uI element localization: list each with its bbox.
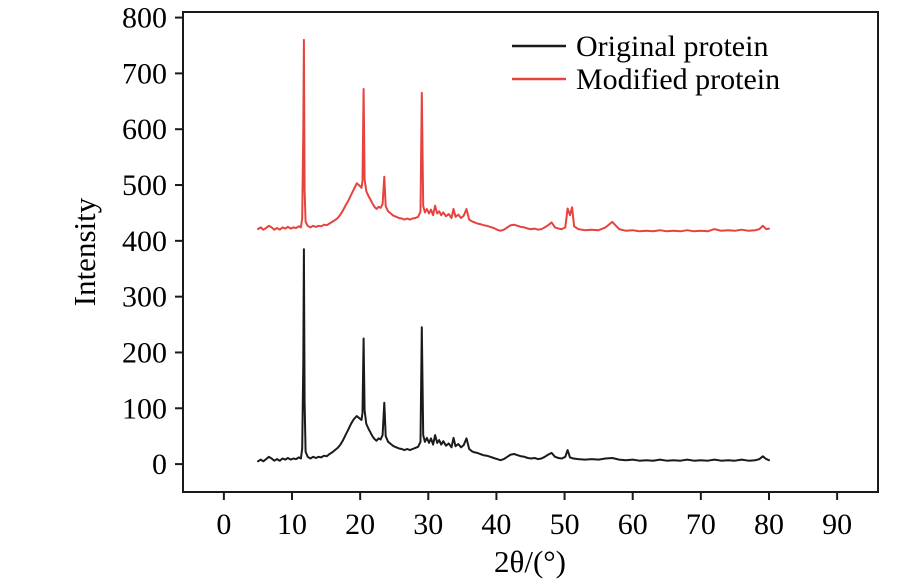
- x-tick-label: 70: [686, 508, 716, 541]
- axis-ticks: 0 10 20 30 40 50 60 70 80 90 0 100 200 300 400 500 600 70…: [122, 2, 852, 541]
- x-tick-label: 10: [277, 508, 307, 541]
- x-tick-label: 20: [345, 508, 375, 541]
- series-line-1: [257, 38, 770, 233]
- y-tick-label: 400: [122, 225, 167, 258]
- x-tick-label: 80: [754, 508, 784, 541]
- x-tick-label: 60: [618, 508, 648, 541]
- series-lines: [257, 38, 770, 463]
- x-tick-label: 50: [550, 508, 580, 541]
- x-axis-label: 2θ/(°): [494, 544, 566, 579]
- y-tick-label: 700: [122, 57, 167, 90]
- y-tick-label: 600: [122, 113, 167, 146]
- y-tick-label: 100: [122, 392, 167, 425]
- y-tick-label: 200: [122, 336, 167, 369]
- x-tick-label: 90: [822, 508, 852, 541]
- x-tick-label: 40: [481, 508, 511, 541]
- plot-frame: [182, 11, 879, 493]
- x-tick-label: 0: [216, 508, 231, 541]
- series-line-0: [257, 248, 770, 463]
- legend: Original protein Modified protein: [512, 30, 780, 96]
- legend-label-modified-protein: Modified protein: [576, 63, 780, 96]
- y-tick-label: 300: [122, 281, 167, 314]
- y-tick-label: 500: [122, 169, 167, 202]
- legend-label-original-protein: Original protein: [576, 30, 768, 63]
- y-tick-label: 800: [122, 2, 167, 35]
- y-tick-label: 0: [152, 448, 167, 481]
- y-axis-label: Intensity: [67, 197, 102, 306]
- x-tick-label: 30: [413, 508, 443, 541]
